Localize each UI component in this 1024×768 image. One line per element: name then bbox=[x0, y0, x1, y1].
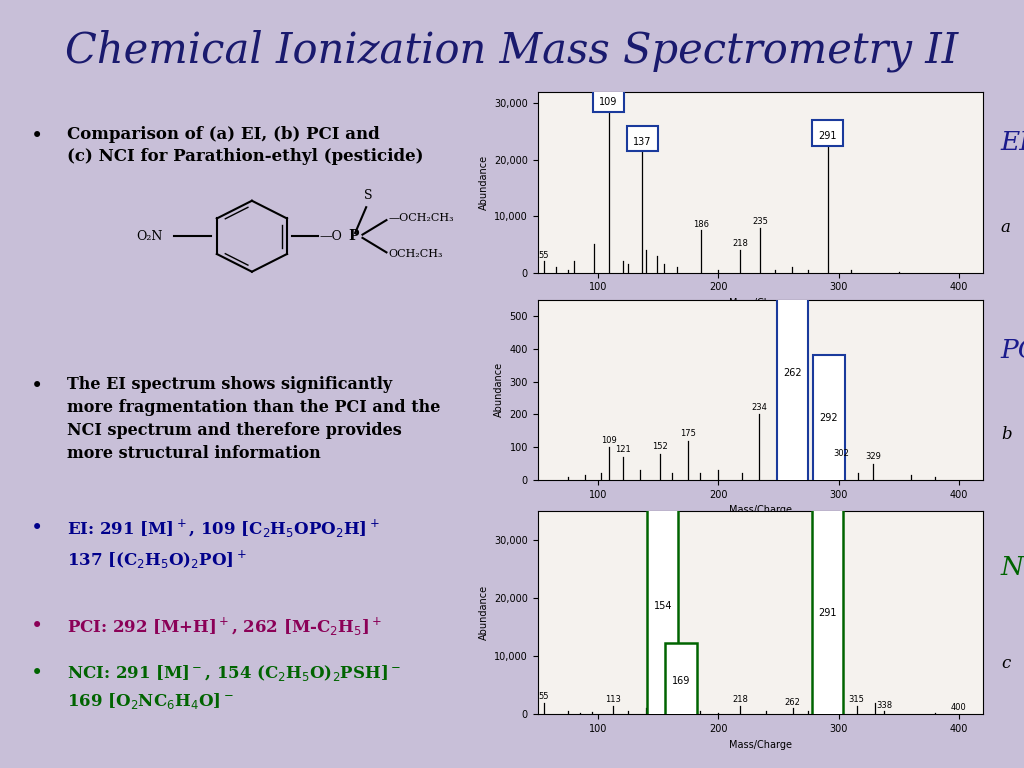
Text: 169: 169 bbox=[672, 676, 690, 686]
Text: The EI spectrum shows significantly
more fragmentation than the PCI and the
NCI : The EI spectrum shows significantly more… bbox=[67, 376, 440, 462]
Text: 154: 154 bbox=[653, 601, 672, 611]
Text: 291: 291 bbox=[818, 608, 837, 618]
Text: •: • bbox=[31, 376, 43, 396]
X-axis label: Mass/Charge: Mass/Charge bbox=[729, 740, 792, 750]
FancyBboxPatch shape bbox=[593, 87, 625, 112]
Text: 218: 218 bbox=[732, 695, 748, 703]
Text: NCI: 291 [M]$^-$, 154 (C$_2$H$_5$O)$_2$PSH]$^-$
169 [O$_2$NC$_6$H$_4$O]$^-$: NCI: 291 [M]$^-$, 154 (C$_2$H$_5$O)$_2$P… bbox=[67, 664, 400, 710]
Text: 109: 109 bbox=[599, 98, 617, 108]
Text: —O: —O bbox=[319, 230, 342, 243]
Text: 291: 291 bbox=[818, 131, 837, 141]
Text: 152: 152 bbox=[652, 442, 669, 451]
Y-axis label: Abundance: Abundance bbox=[494, 362, 504, 417]
Text: 109: 109 bbox=[601, 435, 616, 445]
Text: 302: 302 bbox=[834, 449, 849, 458]
Y-axis label: Abundance: Abundance bbox=[478, 155, 488, 210]
Text: EI: EI bbox=[1000, 131, 1024, 155]
Text: 137: 137 bbox=[633, 137, 651, 147]
FancyBboxPatch shape bbox=[813, 355, 845, 483]
Text: 262: 262 bbox=[783, 369, 802, 379]
Text: Comparison of (a) EI, (b) PCI and
(c) NCI for Parathion-ethyl (pesticide): Comparison of (a) EI, (b) PCI and (c) NC… bbox=[67, 126, 423, 165]
Text: 400: 400 bbox=[951, 703, 967, 712]
Text: 113: 113 bbox=[605, 695, 622, 703]
Text: P: P bbox=[348, 229, 358, 243]
Text: O₂N: O₂N bbox=[136, 230, 162, 243]
X-axis label: Mass/Charge: Mass/Charge bbox=[729, 298, 792, 308]
Text: c: c bbox=[1000, 655, 1010, 672]
Text: S: S bbox=[364, 190, 373, 203]
Text: •: • bbox=[31, 126, 43, 146]
Text: Chemical Ionization Mass Spectrometry II: Chemical Ionization Mass Spectrometry II bbox=[66, 29, 958, 72]
Text: •: • bbox=[31, 664, 43, 684]
Text: 235: 235 bbox=[753, 217, 768, 226]
Text: OCH₂CH₃: OCH₂CH₃ bbox=[388, 249, 442, 259]
FancyBboxPatch shape bbox=[777, 262, 809, 483]
Text: •: • bbox=[31, 518, 43, 538]
FancyBboxPatch shape bbox=[627, 126, 658, 151]
Text: 262: 262 bbox=[784, 697, 801, 707]
Text: 315: 315 bbox=[849, 695, 864, 703]
Text: 234: 234 bbox=[752, 402, 767, 412]
Text: NCI: NCI bbox=[1000, 555, 1024, 580]
Text: —OCH₂CH₃: —OCH₂CH₃ bbox=[388, 214, 454, 223]
Text: 175: 175 bbox=[680, 429, 696, 438]
Text: 218: 218 bbox=[732, 240, 748, 248]
Text: PCI: PCI bbox=[1000, 338, 1024, 362]
FancyBboxPatch shape bbox=[812, 121, 844, 146]
Text: 55: 55 bbox=[539, 250, 549, 260]
Text: 292: 292 bbox=[819, 413, 839, 423]
Text: 55: 55 bbox=[539, 692, 549, 701]
FancyBboxPatch shape bbox=[647, 483, 679, 716]
FancyBboxPatch shape bbox=[666, 643, 696, 716]
Text: •: • bbox=[31, 616, 43, 636]
Text: 338: 338 bbox=[877, 700, 892, 710]
Text: 121: 121 bbox=[615, 445, 631, 455]
FancyBboxPatch shape bbox=[812, 498, 844, 716]
Text: 186: 186 bbox=[693, 220, 710, 229]
Y-axis label: Abundance: Abundance bbox=[478, 585, 488, 640]
Text: b: b bbox=[1000, 426, 1012, 443]
Text: EI: 291 [M]$^+$, 109 [C$_2$H$_5$OPO$_2$H]$^+$
137 [(C$_2$H$_5$O)$_2$PO]$^+$: EI: 291 [M]$^+$, 109 [C$_2$H$_5$OPO$_2$H… bbox=[67, 518, 379, 571]
Text: a: a bbox=[1000, 219, 1011, 236]
X-axis label: Mass/Charge: Mass/Charge bbox=[729, 505, 792, 515]
Text: 329: 329 bbox=[865, 452, 882, 461]
Text: PCI: 292 [M+H]$^+$, 262 [M-C$_2$H$_5$]$^+$: PCI: 292 [M+H]$^+$, 262 [M-C$_2$H$_5$]$^… bbox=[67, 616, 382, 638]
